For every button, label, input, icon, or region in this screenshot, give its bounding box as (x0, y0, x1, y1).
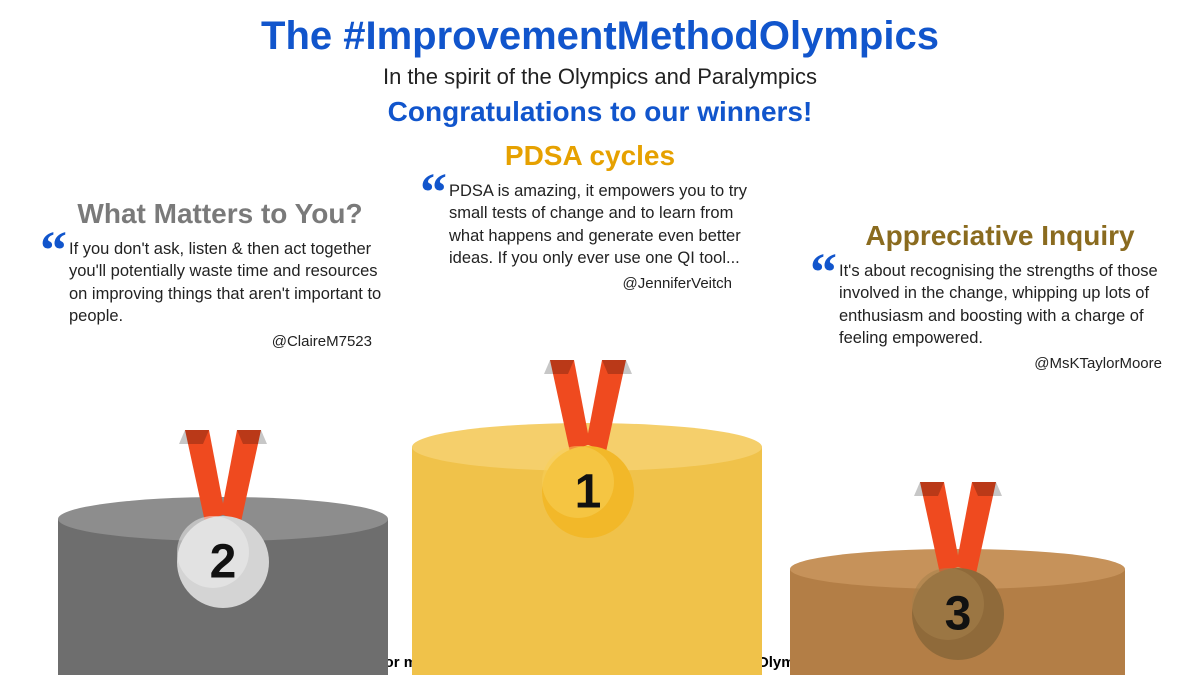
column-bronze: Appreciative Inquiry “ It's about recogn… (810, 220, 1190, 372)
silver-handle: @ClaireM7523 (40, 333, 400, 350)
medal-bronze: 3 (898, 482, 1018, 674)
medal-icon: 3 (898, 482, 1018, 674)
medal-number: 1 (575, 466, 602, 519)
column-gold: PDSA cycles “ PDSA is amazing, it empowe… (420, 140, 760, 292)
medal-number: 2 (210, 536, 237, 589)
bronze-handle: @MsKTaylorMoore (810, 355, 1190, 372)
page-title: The #ImprovementMethodOlympics (0, 14, 1200, 59)
medal-number: 3 (945, 588, 972, 641)
medal-gold: 1 (528, 360, 648, 552)
congrats-line: Congratulations to our winners! (0, 96, 1200, 128)
medal-icon: 2 (163, 430, 283, 622)
quote-mark-icon: “ (420, 180, 447, 204)
medal-icon: 1 (528, 360, 648, 552)
gold-handle: @JenniferVeitch (420, 275, 760, 292)
bronze-quote: It's about recognising the strengths of … (839, 260, 1190, 349)
gold-quote: PDSA is amazing, it empowers you to try … (449, 180, 760, 269)
gold-heading: PDSA cycles (420, 140, 760, 172)
infographic-canvas: The #ImprovementMethodOlympics In the sp… (0, 0, 1200, 675)
quote-mark-icon: “ (810, 260, 837, 284)
page-subtitle: In the spirit of the Olympics and Paraly… (0, 64, 1200, 90)
column-silver: What Matters to You? “ If you don't ask,… (40, 198, 400, 350)
silver-heading: What Matters to You? (40, 198, 400, 230)
medal-silver: 2 (163, 430, 283, 622)
bronze-heading: Appreciative Inquiry (810, 220, 1190, 252)
quote-mark-icon: “ (40, 238, 67, 262)
silver-quote: If you don't ask, listen & then act toge… (69, 238, 400, 327)
